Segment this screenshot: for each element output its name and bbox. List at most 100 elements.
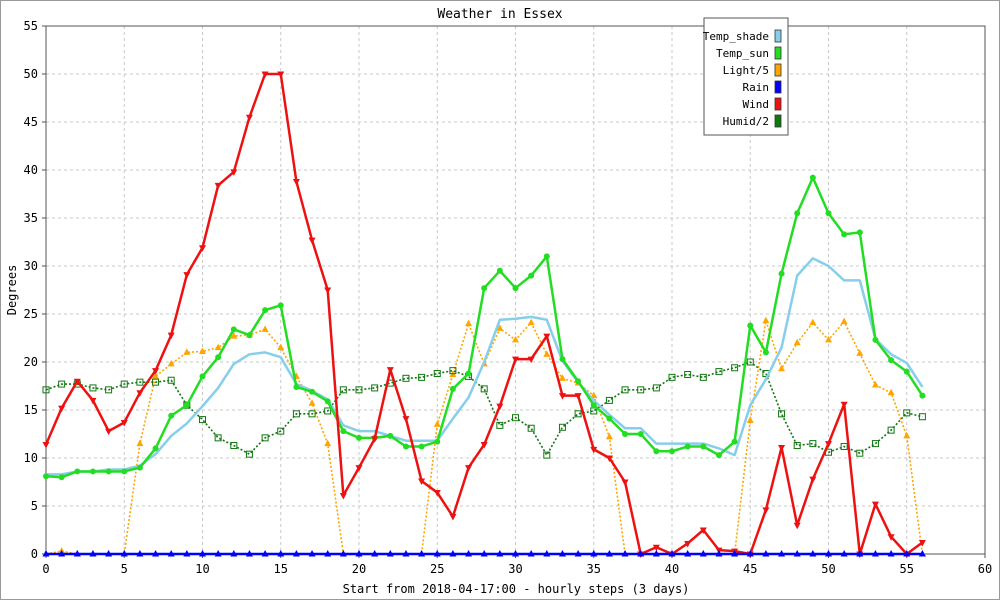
data-point — [308, 237, 316, 245]
data-point — [699, 527, 707, 534]
y-axis-ticks: 0 5 10 15 20 25 30 35 40 45 50 55 — [24, 19, 46, 561]
y-tick-label: 40 — [24, 163, 38, 177]
data-point — [778, 270, 785, 277]
x-axis-label: Start from 2018-04-17:00 - hourly steps … — [343, 582, 690, 596]
data-point — [605, 396, 613, 404]
data-point — [762, 507, 770, 514]
data-point — [575, 378, 582, 385]
data-point — [105, 428, 113, 436]
y-tick-label: 55 — [24, 19, 38, 33]
data-point — [277, 427, 285, 435]
data-point — [840, 401, 848, 409]
data-point — [246, 332, 253, 339]
data-point — [809, 318, 817, 326]
data-point — [778, 410, 786, 418]
data-point — [292, 550, 300, 557]
data-point — [762, 349, 769, 356]
data-point — [402, 374, 410, 382]
series-temp-sun — [43, 174, 926, 481]
data-point — [433, 490, 441, 497]
x-tick-label: 60 — [978, 562, 992, 576]
data-point — [840, 550, 848, 557]
data-point — [42, 550, 50, 557]
data-point — [669, 448, 675, 455]
data-point — [42, 386, 50, 394]
data-point — [747, 322, 754, 329]
y-tick-label: 45 — [24, 115, 38, 129]
data-point — [136, 378, 144, 386]
data-point — [684, 370, 692, 378]
legend-label-wind: Wind — [743, 98, 770, 111]
data-point — [199, 550, 206, 557]
legend-label-light-5: Light/5 — [723, 64, 769, 77]
data-point — [684, 443, 691, 450]
data-point — [199, 373, 206, 380]
data-point — [58, 550, 66, 557]
data-point — [481, 285, 488, 292]
data-point — [684, 540, 692, 548]
data-point — [668, 550, 676, 557]
x-tick-label: 55 — [900, 562, 914, 576]
data-point — [293, 383, 300, 390]
legend-swatch-light-5 — [774, 63, 782, 77]
data-point — [105, 386, 113, 394]
data-point — [245, 550, 253, 557]
data-point — [434, 438, 441, 445]
data-point — [105, 468, 112, 475]
data-point — [793, 442, 801, 450]
data-point — [590, 550, 598, 557]
legend-label-temp-sun: Temp_sun — [716, 47, 769, 60]
y-tick-label: 25 — [24, 307, 38, 321]
data-point — [543, 253, 550, 260]
data-point — [746, 550, 754, 557]
data-point — [918, 539, 926, 547]
data-point — [809, 440, 817, 448]
y-tick-label: 5 — [31, 499, 38, 513]
data-point — [371, 550, 379, 557]
data-point — [652, 384, 660, 392]
data-point — [887, 534, 895, 541]
data-point — [574, 410, 582, 418]
data-point — [762, 550, 770, 557]
data-point — [918, 413, 926, 421]
data-point — [825, 210, 832, 217]
data-point — [387, 432, 394, 439]
data-point — [512, 335, 519, 343]
data-point — [558, 374, 566, 381]
data-point — [872, 336, 879, 343]
data-point — [120, 550, 128, 557]
data-point — [715, 368, 723, 376]
data-point — [449, 514, 457, 521]
data-point — [887, 426, 895, 434]
data-point — [245, 450, 253, 458]
data-point — [496, 403, 504, 411]
data-point — [903, 431, 911, 439]
data-point — [183, 402, 190, 409]
data-point — [324, 439, 332, 447]
data-point — [449, 550, 457, 557]
data-point — [887, 388, 895, 396]
data-point — [684, 550, 692, 557]
legend-box — [703, 17, 789, 136]
data-point — [136, 439, 144, 447]
data-point — [324, 550, 332, 557]
data-point — [590, 402, 597, 409]
data-point — [793, 338, 801, 346]
data-point — [841, 231, 848, 238]
data-point — [558, 550, 566, 557]
data-point — [496, 550, 504, 557]
data-point — [574, 550, 582, 557]
data-point — [214, 550, 222, 557]
data-point — [214, 182, 222, 190]
data-point — [840, 317, 848, 325]
data-point — [105, 550, 113, 557]
data-point — [308, 550, 316, 557]
data-point — [355, 386, 363, 394]
data-point — [73, 550, 81, 557]
data-point — [183, 348, 191, 355]
data-point — [543, 451, 551, 459]
y-axis-label: Degrees — [5, 265, 19, 316]
data-point — [465, 465, 473, 472]
data-point — [230, 442, 238, 450]
data-point — [168, 412, 175, 419]
